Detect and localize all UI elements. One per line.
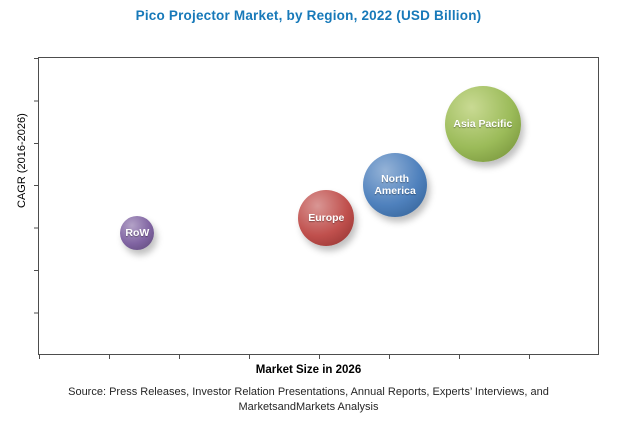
- x-axis-ticks: [39, 354, 598, 359]
- source-text-line1: Source: Press Releases, Investor Relatio…: [68, 386, 549, 398]
- bubble-label: North America: [374, 173, 416, 198]
- page-title: Pico Projector Market, by Region, 2022 (…: [135, 8, 482, 23]
- plot-area: RoW Europe North America Asia Pacific: [34, 58, 598, 359]
- bubble-europe: Europe: [298, 189, 355, 246]
- bubble-label: Asia Pacific: [453, 117, 513, 130]
- source-text: Source: Press Releases, Investor Relatio…: [0, 385, 617, 415]
- bubble-north-america: North America: [363, 153, 428, 218]
- source-text-line2: MarketsandMarkets Analysis: [238, 400, 379, 413]
- bubble-label: Europe: [308, 211, 345, 224]
- bubble-label: RoW: [125, 226, 150, 239]
- bubble-row: RoW: [120, 215, 155, 250]
- y-axis-ticks: [34, 58, 39, 354]
- chart-frame: RoW Europe North America Asia Pacific CA…: [16, 57, 599, 359]
- bubble-asia-pacific: Asia Pacific: [444, 85, 521, 162]
- x-axis-label: Market Size in 2026: [255, 364, 362, 376]
